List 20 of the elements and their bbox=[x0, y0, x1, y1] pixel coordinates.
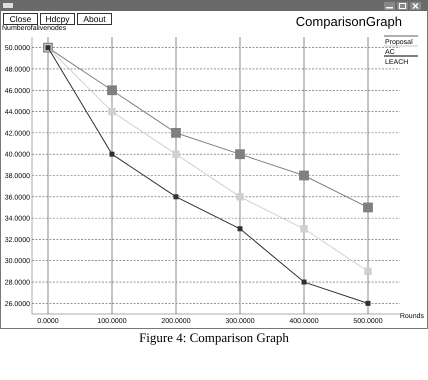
text: Hdcpy bbox=[45, 14, 70, 24]
point bbox=[238, 226, 242, 232]
point bbox=[300, 225, 308, 232]
text: Close bbox=[10, 14, 32, 24]
point bbox=[366, 300, 370, 306]
point bbox=[171, 128, 181, 138]
text: About bbox=[83, 14, 106, 24]
point bbox=[364, 268, 372, 276]
point bbox=[363, 202, 373, 212]
point bbox=[302, 280, 306, 285]
caption: Figure 4: Comparison Graph bbox=[139, 330, 290, 345]
point bbox=[236, 193, 244, 201]
point bbox=[299, 170, 309, 180]
point bbox=[174, 194, 178, 200]
point bbox=[108, 108, 116, 116]
chart-title: ComparisonGraph bbox=[296, 14, 402, 29]
point bbox=[107, 85, 117, 96]
point bbox=[235, 149, 245, 160]
point bbox=[172, 150, 180, 158]
point bbox=[110, 152, 114, 157]
